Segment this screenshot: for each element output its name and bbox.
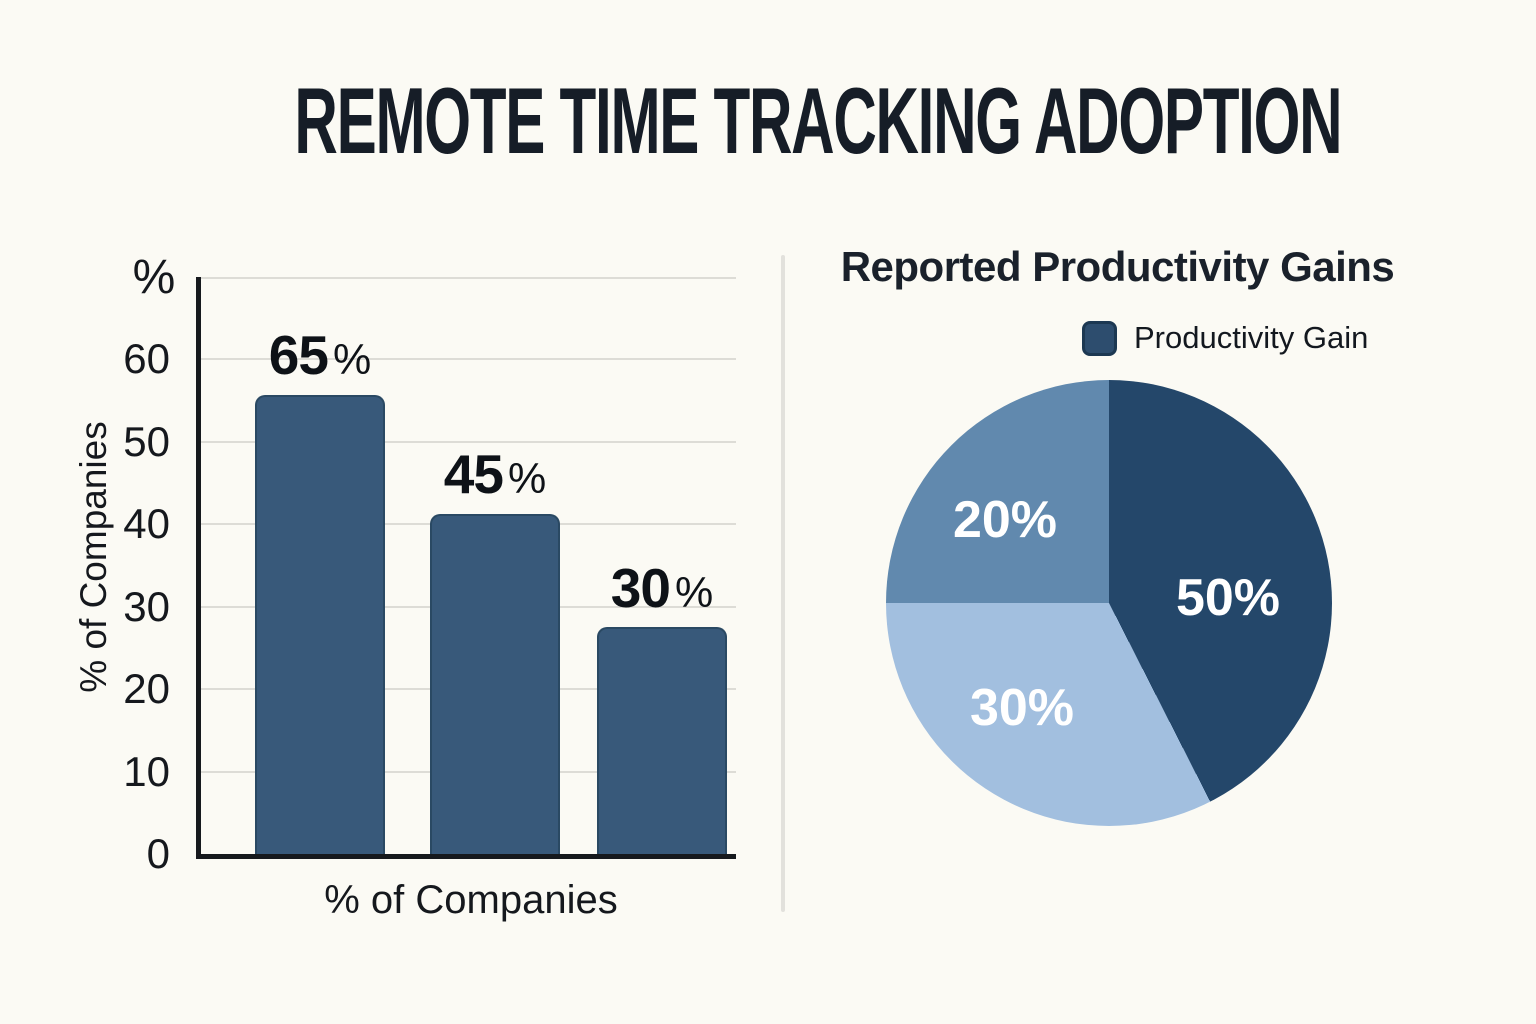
y-tick-60: 60 bbox=[123, 335, 170, 383]
bar-3-value-label: 30% bbox=[597, 560, 727, 617]
pie-chart-title: Reported Productivity Gains bbox=[840, 243, 1395, 290]
bar-1 bbox=[255, 394, 385, 854]
y-tick-10: 10 bbox=[123, 747, 170, 795]
bar-3-percent-sign: % bbox=[674, 568, 714, 617]
page-title: REMOTE TIME TRACKING ADOPTION bbox=[0, 74, 1536, 168]
bar-2-value: 45 bbox=[443, 443, 504, 506]
bar-2-percent-sign: % bbox=[507, 455, 547, 504]
bar-1-value-label: 65% bbox=[255, 328, 385, 385]
y-tick-20: 20 bbox=[123, 665, 170, 713]
bar-chart-plot-area: 65% 45% 30% bbox=[196, 277, 736, 859]
y-tick-50: 50 bbox=[123, 417, 170, 465]
y-axis-ticks: 60 50 40 30 20 10 0 bbox=[104, 277, 170, 875]
legend-swatch-icon bbox=[1082, 320, 1117, 356]
pie-slice-label-30: 30% bbox=[969, 679, 1075, 737]
pie bbox=[886, 380, 1332, 826]
gridline-60 bbox=[201, 358, 736, 361]
bar-2-value-label: 45% bbox=[430, 447, 560, 504]
x-axis-title: % of Companies bbox=[324, 878, 618, 922]
pie-slice-label-50: 50% bbox=[1175, 569, 1281, 627]
bar-group-1: 65% bbox=[255, 277, 385, 854]
y-tick-30: 30 bbox=[123, 582, 170, 630]
bar-1-value: 65 bbox=[268, 324, 329, 387]
y-tick-40: 40 bbox=[123, 500, 170, 548]
bar-3 bbox=[597, 627, 727, 854]
pie-slice-label-20: 20% bbox=[952, 491, 1058, 549]
gridline-50 bbox=[201, 440, 736, 443]
pie-legend: Productivity Gain bbox=[1082, 320, 1368, 356]
gridline-70 bbox=[201, 277, 736, 279]
bar-1-percent-sign: % bbox=[332, 336, 372, 385]
y-tick-0: 0 bbox=[146, 830, 170, 877]
section-divider bbox=[781, 255, 785, 912]
bar-group-2: 45% bbox=[430, 277, 560, 854]
y-axis-unit-label: % bbox=[132, 251, 176, 304]
page-title-text: REMOTE TIME TRACKING ADOPTION bbox=[294, 68, 1342, 173]
bar-2 bbox=[430, 513, 560, 854]
bar-3-value: 30 bbox=[610, 556, 671, 619]
legend-label: Productivity Gain bbox=[1134, 320, 1369, 355]
bar-group-3: 30% bbox=[597, 277, 727, 854]
